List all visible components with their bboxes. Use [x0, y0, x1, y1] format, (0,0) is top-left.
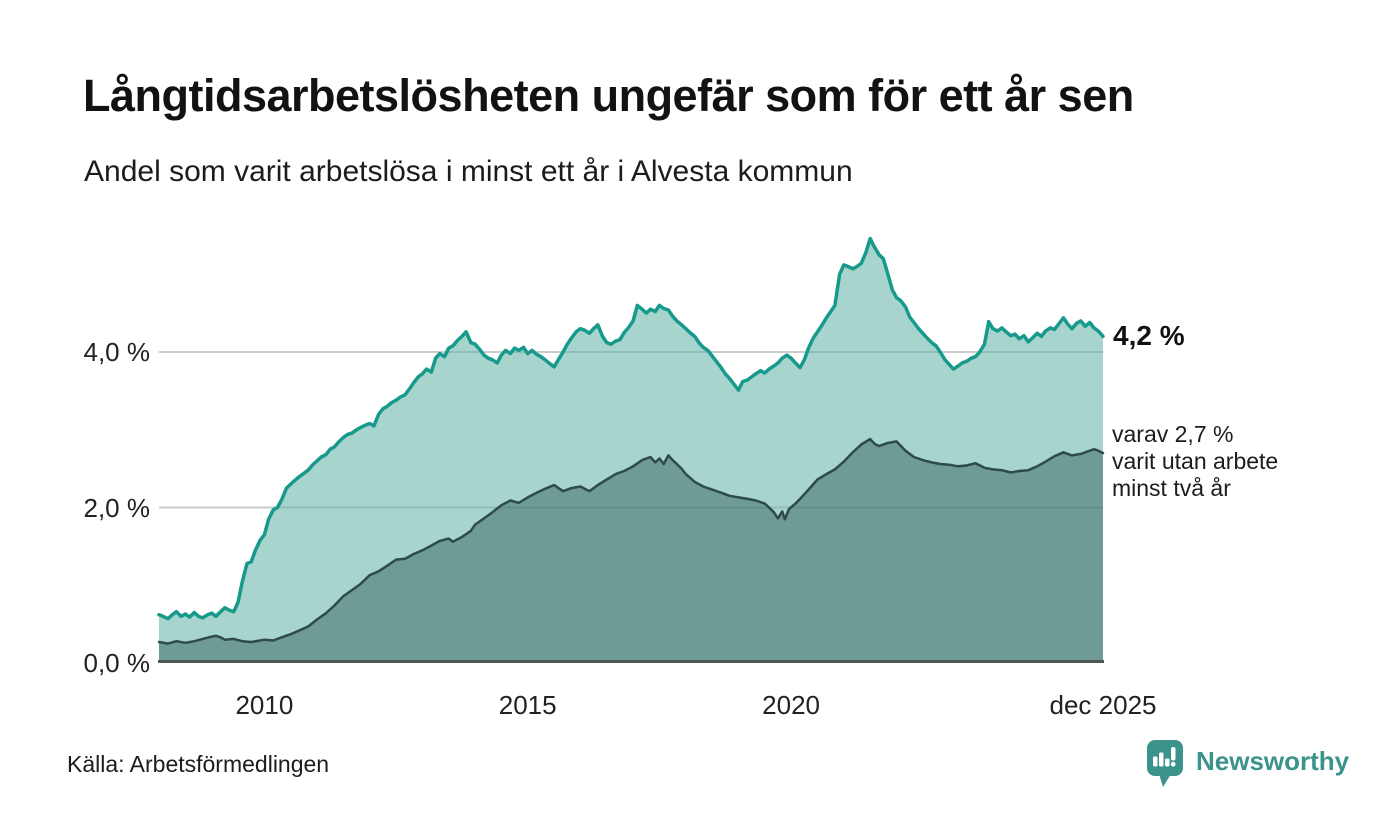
newsworthy-logo-text: Newsworthy — [1196, 746, 1350, 776]
newsworthy-logo: Newsworthy — [1146, 739, 1349, 789]
x-tick-label-2010: 2010 — [235, 690, 294, 720]
series-min-two-years-area — [159, 439, 1103, 663]
y-tick-label-2: 2,0 % — [83, 492, 151, 523]
source-credit: Källa: Arbetsförmedlingen — [67, 751, 330, 777]
latest-value-label: 4,2 % — [1113, 320, 1185, 352]
chart-title: Långtidsarbetslösheten ungefär som för e… — [83, 70, 1134, 121]
y-tick-label-0: 0,0 % — [83, 648, 151, 678]
series-min-one-year-line — [157, 236, 1105, 621]
y-tick-label-4: 4,0 % — [83, 337, 151, 367]
series-min-two-years-line — [157, 437, 1105, 645]
x-tick-label-2020: 2020 — [762, 690, 821, 720]
secondary-series-annotation: varav 2,7 % varit utan arbete minst två … — [1112, 421, 1372, 502]
chart-subtitle: Andel som varit arbetslösa i minst ett å… — [84, 155, 853, 188]
series-min-one-year-area — [159, 238, 1103, 663]
annotation-line-2: varit utan arbete — [1112, 448, 1279, 474]
annotation-line-3: minst två år — [1112, 475, 1231, 501]
newsworthy-logo-icon — [1147, 740, 1183, 787]
x-tick-label-2015: 2015 — [498, 690, 557, 720]
x-tick-label-dec-2025: dec 2025 — [1049, 690, 1157, 720]
annotation-line-1: varav 2,7 % — [1112, 421, 1234, 447]
